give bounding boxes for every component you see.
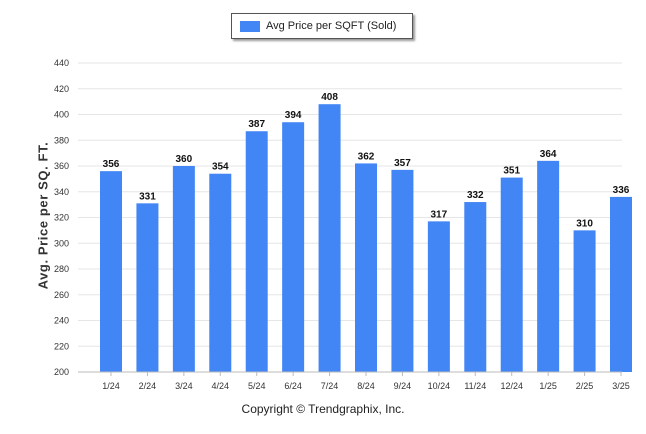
x-tick-label: 3/25 [612, 381, 630, 391]
copyright-text: Copyright © Trendgraphix, Inc. [241, 402, 405, 416]
y-tick-label: 280 [54, 264, 69, 274]
x-tick-label: 9/24 [394, 381, 412, 391]
data-label: 356 [103, 159, 120, 170]
bar[interactable] [100, 171, 122, 372]
x-tick-label: 12/24 [500, 381, 523, 391]
y-tick-label: 380 [54, 135, 69, 145]
y-tick-label: 200 [54, 367, 69, 377]
y-axis-ticks: 200 220 240 260 280 300 320 340 360 380 400 420 440 [54, 58, 69, 377]
bar[interactable] [500, 177, 523, 372]
data-label: 394 [285, 110, 302, 121]
bar[interactable] [464, 202, 487, 372]
y-tick-label: 420 [54, 84, 69, 94]
data-label: 317 [431, 209, 448, 220]
data-label: 336 [613, 185, 630, 196]
bar[interactable] [610, 196, 632, 372]
legend-swatch [240, 20, 260, 32]
grid-lines [78, 62, 622, 373]
data-label: 351 [503, 166, 520, 177]
bar[interactable] [355, 163, 377, 372]
y-tick-label: 360 [54, 161, 69, 171]
x-tick-label: 11/24 [464, 381, 486, 391]
bar[interactable] [245, 131, 268, 372]
bars [100, 104, 632, 372]
data-labels: 356 331 360 354 387 394 408 362 357 317 332 351 364 3… [103, 92, 630, 229]
bar[interactable] [172, 166, 195, 372]
x-axis-ticks: 1/24 2/24 3/24 4/24 5/24 6/24 7/24 8/24 9/24 10/2… [102, 372, 630, 391]
data-label: 362 [358, 151, 375, 162]
x-tick-label: 3/24 [175, 381, 193, 391]
data-label: 408 [321, 92, 338, 103]
x-tick-label: 2/25 [576, 381, 594, 391]
data-label: 331 [139, 191, 156, 202]
y-axis-label: Avg. Price per SQ. FT. [35, 141, 51, 290]
x-tick-label: 6/24 [284, 381, 302, 391]
x-tick-label: 2/24 [139, 381, 157, 391]
bar[interactable] [573, 230, 596, 372]
bar[interactable] [537, 160, 560, 372]
bar[interactable] [427, 221, 450, 372]
data-label: 360 [176, 154, 193, 165]
y-tick-label: 340 [54, 187, 69, 197]
bar[interactable] [209, 173, 232, 372]
y-tick-label: 400 [54, 110, 69, 120]
bar[interactable] [136, 203, 159, 372]
y-tick-label: 240 [54, 316, 69, 326]
x-tick-label: 5/24 [248, 381, 266, 391]
x-tick-label: 8/24 [357, 381, 375, 391]
y-tick-label: 260 [54, 290, 69, 300]
y-tick-label: 220 [54, 341, 69, 351]
bar[interactable] [318, 104, 341, 372]
x-tick-label: 4/24 [212, 381, 230, 391]
x-tick-label: 10/24 [428, 381, 451, 391]
y-tick-label: 320 [54, 213, 69, 223]
x-tick-label: 1/25 [539, 381, 557, 391]
bar[interactable] [391, 169, 414, 372]
data-label: 387 [248, 119, 265, 130]
data-label: 364 [540, 149, 557, 160]
y-tick-label: 300 [54, 238, 69, 248]
legend-label: Avg Price per SQFT (Sold) [266, 20, 397, 32]
x-tick-label: 1/24 [102, 381, 120, 391]
data-label: 332 [467, 190, 484, 201]
bar[interactable] [282, 122, 305, 372]
x-tick-label: 7/24 [321, 381, 339, 391]
data-label: 310 [576, 218, 593, 229]
y-tick-label: 440 [54, 58, 69, 68]
data-label: 354 [212, 162, 229, 173]
legend[interactable]: Avg Price per SQFT (Sold) [231, 13, 413, 39]
data-label: 357 [394, 158, 411, 169]
